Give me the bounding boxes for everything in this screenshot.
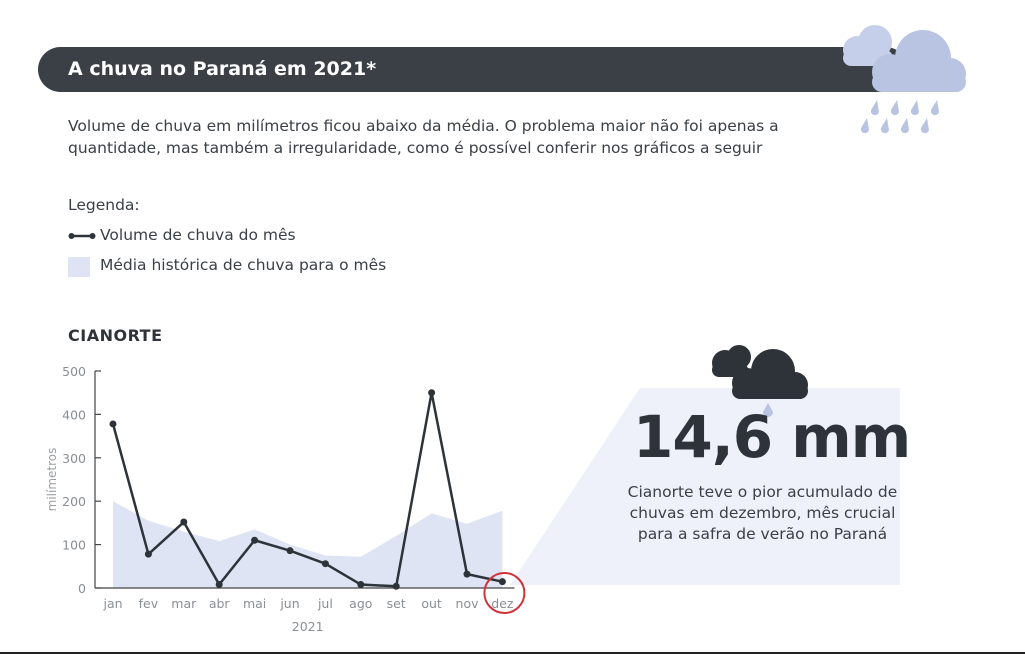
data-point-set xyxy=(392,582,400,590)
x-tick-label-ago: ago xyxy=(349,596,372,611)
page-title: A chuva no Paraná em 2021* xyxy=(68,58,377,80)
y-tick-label: 100 xyxy=(62,538,86,553)
x-tick-label-jun: jun xyxy=(279,596,299,611)
data-point-mai xyxy=(251,536,259,544)
rain-cloud-icon xyxy=(843,25,966,134)
chart-title: CIANORTE xyxy=(68,326,163,345)
y-tick-label: 400 xyxy=(62,407,86,422)
x-tick-label-dez: dez xyxy=(491,596,514,611)
x-tick-label-abr: abr xyxy=(209,596,231,611)
y-tick-label: 500 xyxy=(62,364,86,379)
highlight-description: Cianorte teve o pior acumulado de chuvas… xyxy=(627,483,898,543)
area-swatch xyxy=(68,257,90,277)
data-point-ago xyxy=(357,581,365,589)
x-axis-label: 2021 xyxy=(292,619,324,634)
title-bar xyxy=(38,47,908,92)
y-tick-label: 300 xyxy=(62,451,86,466)
legend-title: Legenda: xyxy=(68,196,140,214)
data-point-jan xyxy=(109,420,117,428)
highlight-value: 14,6 mm xyxy=(633,403,911,471)
monthly-volume-line xyxy=(111,391,503,588)
data-point-jun xyxy=(286,547,294,555)
data-point-out xyxy=(428,389,436,397)
callout-wedge xyxy=(510,388,900,585)
data-point-dez xyxy=(498,578,506,586)
data-point-jul xyxy=(321,560,329,568)
historical-average-area xyxy=(113,501,503,588)
data-point-abr xyxy=(215,581,223,589)
legend-line-label: Volume de chuva do mês xyxy=(100,226,296,244)
bottom-divider xyxy=(0,652,1025,654)
y-tick-label: 0 xyxy=(78,581,86,596)
x-tick-label-fev: fev xyxy=(139,596,159,611)
data-point-fev xyxy=(144,550,152,558)
highlight-ring xyxy=(483,572,526,614)
data-point-mar xyxy=(180,518,188,526)
dark-cloud-icon xyxy=(712,345,808,417)
x-tick-label-out: out xyxy=(421,596,442,611)
x-tick-label-jul: jul xyxy=(317,596,333,611)
y-axis-label: milímetros xyxy=(45,448,59,512)
line-marker-icon xyxy=(68,233,96,239)
x-tick-label-nov: nov xyxy=(456,596,480,611)
x-tick-label-set: set xyxy=(387,596,406,611)
subtitle: Volume de chuva em milímetros ficou abai… xyxy=(68,117,779,157)
x-tick-label-mar: mar xyxy=(171,596,197,611)
x-tick-label-mai: mai xyxy=(243,596,266,611)
data-point-nov xyxy=(463,570,471,578)
legend-area-label: Média histórica de chuva para o mês xyxy=(100,256,387,274)
y-tick-label: 200 xyxy=(62,494,86,509)
x-tick-label-jan: jan xyxy=(102,596,122,611)
